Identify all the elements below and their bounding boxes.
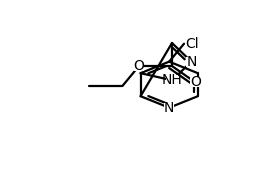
Bar <box>134 61 144 71</box>
Text: N: N <box>186 55 197 69</box>
Bar <box>166 75 178 86</box>
Bar <box>164 103 174 113</box>
Bar <box>186 57 197 67</box>
Text: Cl: Cl <box>185 37 199 51</box>
Bar <box>190 77 200 87</box>
Text: O: O <box>133 59 144 73</box>
Text: NH: NH <box>162 73 182 87</box>
Text: N: N <box>164 101 174 115</box>
Text: O: O <box>190 75 201 89</box>
